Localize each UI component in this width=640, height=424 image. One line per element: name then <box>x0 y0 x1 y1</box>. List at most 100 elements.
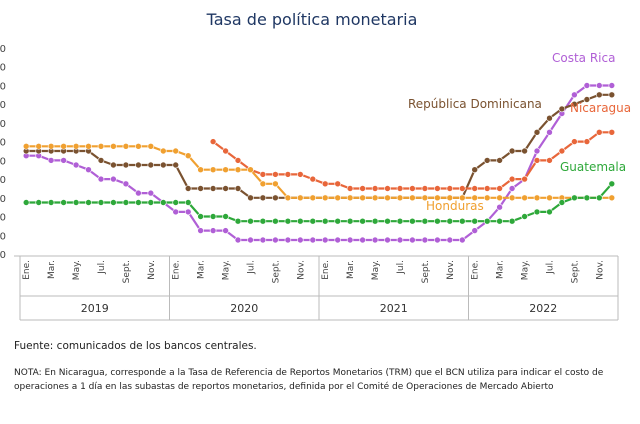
data-point <box>296 236 304 244</box>
data-point <box>284 217 292 225</box>
month-tick-label: Nov. <box>446 260 456 280</box>
data-point <box>446 194 454 202</box>
data-point <box>571 100 578 108</box>
month-tick-label: Nov. <box>147 260 157 280</box>
data-point <box>558 147 566 155</box>
data-point <box>583 138 591 145</box>
data-point <box>384 185 391 192</box>
data-point <box>446 185 454 192</box>
data-point <box>359 185 366 192</box>
data-point <box>72 199 80 206</box>
data-point <box>359 194 366 202</box>
data-point <box>458 194 466 202</box>
data-point <box>60 199 67 206</box>
month-tick-label: Jul. <box>97 260 107 275</box>
year-label: 2022 <box>529 302 557 315</box>
data-point <box>247 217 254 225</box>
data-point <box>259 180 267 188</box>
data-point <box>47 199 55 206</box>
y-tick-label: 0 <box>0 100 6 111</box>
y-tick-label: 0 <box>0 175 6 186</box>
data-point <box>595 194 603 202</box>
data-point <box>546 129 553 136</box>
data-point <box>259 217 267 225</box>
data-point <box>384 236 391 244</box>
data-point <box>371 236 379 244</box>
data-point <box>309 175 317 183</box>
data-point <box>259 236 267 244</box>
data-point <box>272 180 279 188</box>
data-point <box>122 180 130 188</box>
data-point <box>434 194 441 202</box>
data-point <box>521 213 528 220</box>
data-point <box>135 199 142 206</box>
data-point <box>434 236 441 244</box>
data-point <box>272 194 279 202</box>
data-point <box>184 152 192 159</box>
data-point <box>321 194 329 202</box>
data-point <box>147 143 155 150</box>
data-point <box>571 91 578 99</box>
data-point <box>384 217 391 225</box>
data-point <box>309 236 317 244</box>
data-point <box>259 171 267 178</box>
data-point <box>546 194 553 202</box>
data-point <box>309 194 317 202</box>
data-point <box>496 217 503 225</box>
data-point <box>222 227 229 234</box>
data-point <box>110 199 117 206</box>
data-point <box>22 199 30 206</box>
data-point <box>184 199 192 206</box>
data-point <box>508 194 516 202</box>
data-point <box>197 227 204 234</box>
data-point <box>521 147 528 155</box>
data-point <box>234 185 242 192</box>
data-point <box>197 166 204 173</box>
data-point <box>546 208 553 216</box>
data-point <box>222 147 229 155</box>
data-point <box>247 236 254 244</box>
methodology-note: NOTA: En Nicaragua, corresponde a la Tas… <box>14 368 604 392</box>
data-point <box>371 217 379 225</box>
y-tick-label: 0 <box>0 250 6 261</box>
data-point <box>334 194 342 202</box>
data-point <box>546 114 553 122</box>
y-tick-label: 0 <box>0 138 6 149</box>
data-point <box>571 138 578 145</box>
data-point <box>346 185 354 192</box>
data-point <box>471 185 479 192</box>
month-tick-label: Jul. <box>545 260 555 275</box>
month-tick-label: Mar. <box>197 260 207 279</box>
data-point <box>197 185 204 192</box>
data-point <box>135 161 142 169</box>
data-point <box>496 194 503 202</box>
data-point <box>160 161 167 169</box>
series-guatemala <box>22 180 616 225</box>
month-tick-label: Ene. <box>22 260 32 280</box>
data-point <box>483 217 491 225</box>
y-tick-label: 0 <box>0 63 6 74</box>
data-point <box>234 236 242 244</box>
data-point <box>396 217 404 225</box>
data-point <box>371 194 379 202</box>
data-point <box>35 199 43 206</box>
data-point <box>558 105 566 113</box>
data-point <box>222 166 229 173</box>
data-point <box>172 208 179 216</box>
data-point <box>309 217 317 225</box>
data-point <box>421 217 429 225</box>
data-point <box>458 185 466 192</box>
data-point <box>496 157 503 164</box>
data-point <box>122 199 130 206</box>
data-point <box>72 143 80 150</box>
data-point <box>409 217 416 225</box>
data-point <box>434 185 441 192</box>
data-point <box>583 96 591 103</box>
y-tick-label: 0 <box>0 231 6 242</box>
data-point <box>533 194 541 202</box>
data-point <box>272 236 279 244</box>
data-point <box>546 157 553 164</box>
data-point <box>85 199 92 206</box>
data-point <box>446 217 454 225</box>
data-point <box>583 82 591 89</box>
